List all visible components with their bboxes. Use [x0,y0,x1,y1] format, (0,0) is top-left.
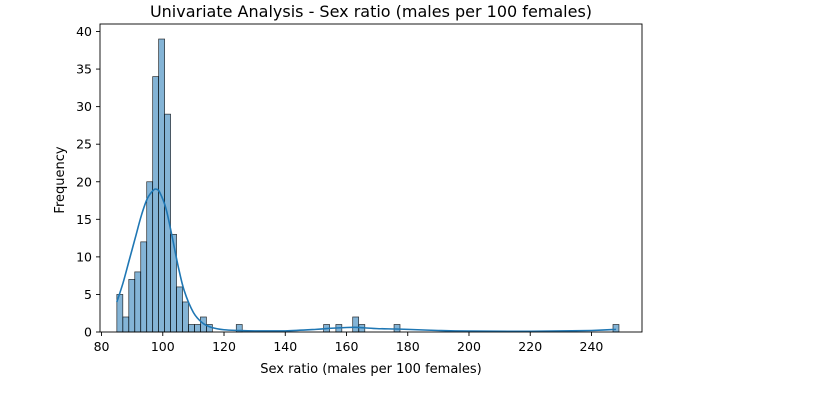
histogram-bar [140,241,148,333]
histogram-bar [182,301,189,333]
histogram-bar [134,271,142,333]
histogram-bar [146,181,154,333]
y-tick-label: 30 [76,99,92,114]
histogram-bar [352,316,360,333]
kde-line [116,188,617,333]
x-tick-label: 200 [457,339,481,354]
histogram-bar [612,324,620,333]
axes-group: 80 100 120 140 160 180 200 220 240 0 5 10 15 20 25 30 35… [76,23,643,354]
x-tick-label: 240 [580,339,604,354]
y-tick-label: 0 [84,325,92,340]
plot-frame [99,23,643,333]
x-tick-label: 180 [396,339,420,354]
y-tick-label: 40 [76,24,92,39]
histogram-bar [194,324,201,333]
kde-group [116,188,617,333]
y-tick-label: 15 [76,212,92,227]
y-tick-label: 25 [76,137,92,152]
x-axis-label: Sex ratio (males per 100 females) [260,362,482,377]
x-tick-label: 140 [273,339,297,354]
histogram-bar [170,233,177,333]
histogram-bar [176,286,183,333]
histogram-bar [152,76,159,333]
y-tick-label: 5 [84,287,92,302]
x-tick-label: 160 [335,339,359,354]
bars-group [116,38,620,333]
histogram-bar [158,38,165,333]
histogram-bar [128,279,136,333]
x-tick-label: 120 [212,339,236,354]
y-tick-label: 10 [76,249,92,264]
y-axis-label: Frequency [53,146,68,213]
histogram-bar [188,324,195,333]
x-tick-label: 100 [151,339,175,354]
x-tick-label: 220 [518,339,542,354]
y-tick-label: 35 [76,62,92,77]
x-tick-label: 80 [94,339,110,354]
histogram-bar [122,316,130,333]
chart-title: Univariate Analysis - Sex ratio (males p… [150,2,592,21]
y-tick-label: 20 [76,174,92,189]
